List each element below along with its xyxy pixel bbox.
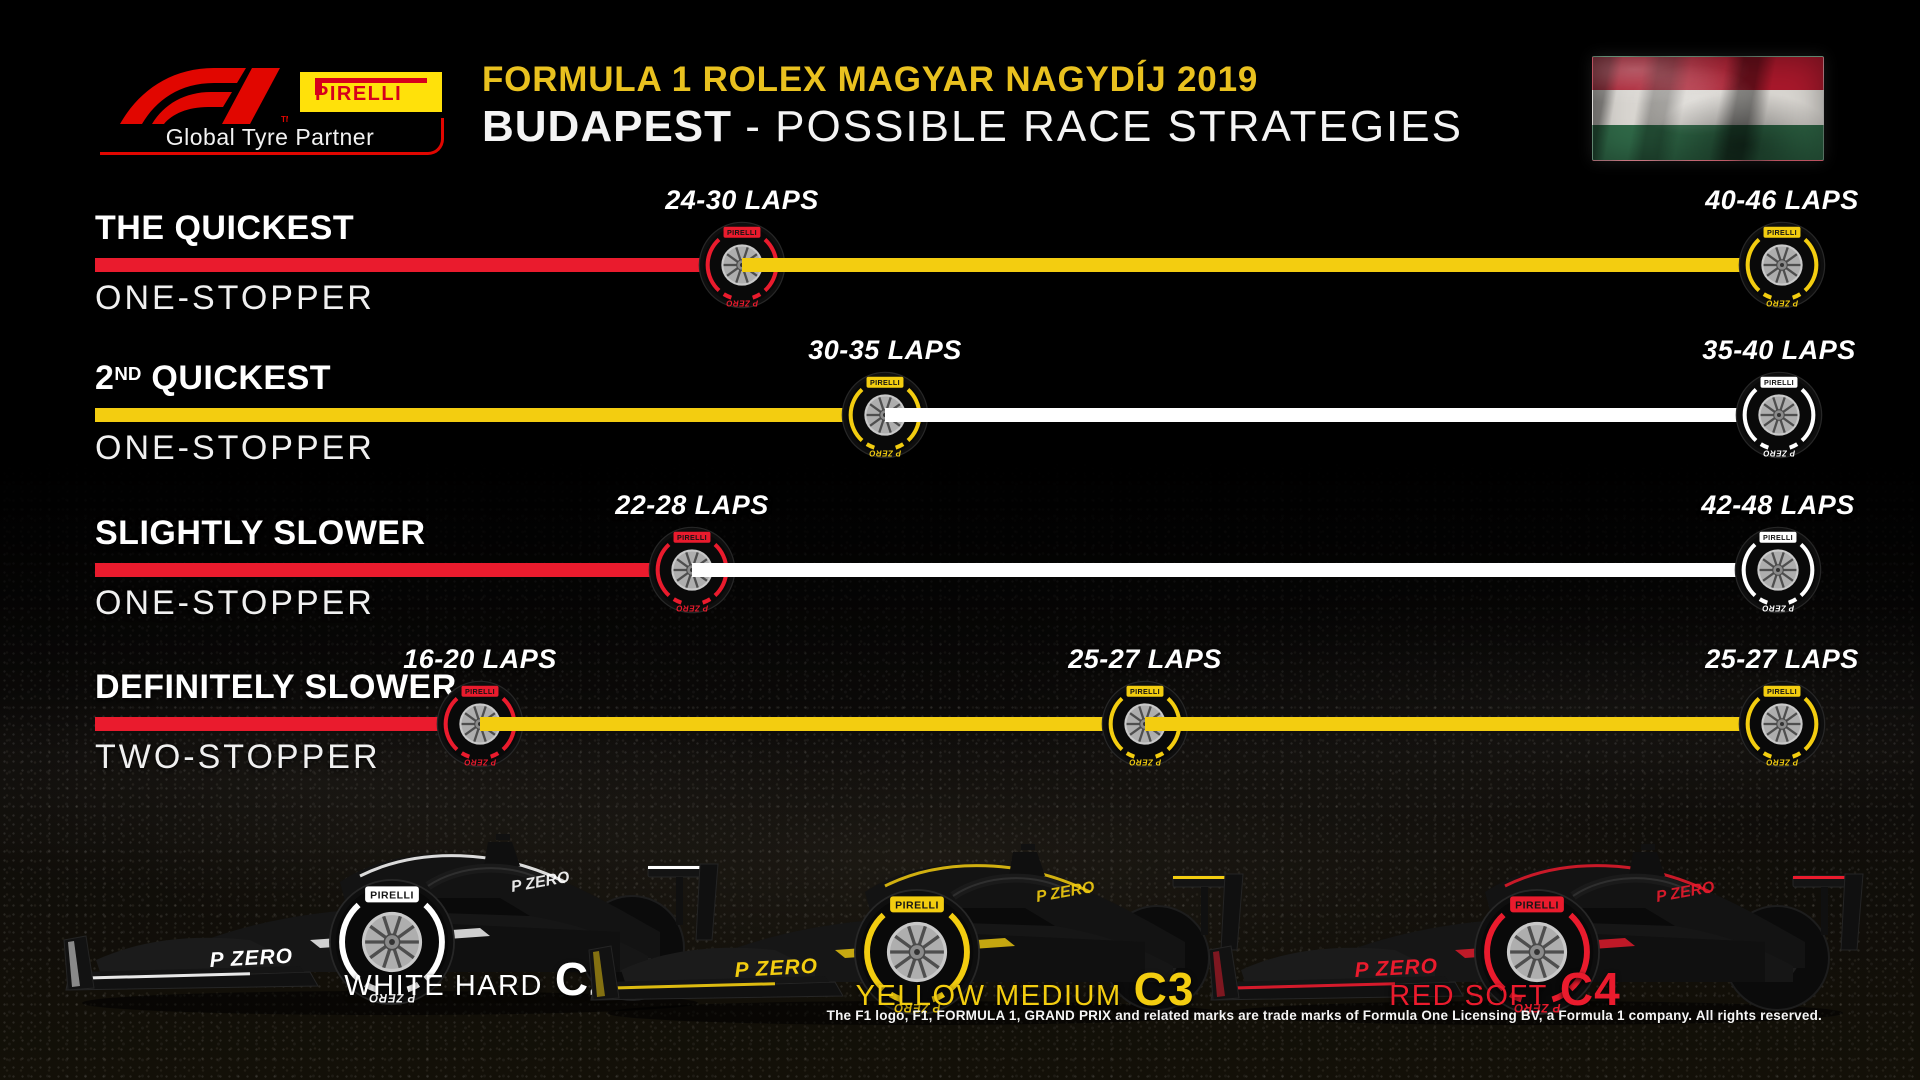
tyre-medium-icon: PIRELLI P ZERO	[1738, 221, 1826, 309]
svg-text:PIRELLI: PIRELLI	[870, 378, 900, 387]
svg-text:P ZERO: P ZERO	[726, 299, 759, 308]
global-tyre-partner-label: Global Tyre Partner	[165, 124, 375, 150]
svg-text:PIRELLI: PIRELLI	[465, 687, 495, 696]
svg-text:PIRELLI: PIRELLI	[1767, 228, 1797, 237]
laps-label: 40-46 LAPS	[1705, 185, 1859, 215]
compound-name: YELLOW MEDIUM	[855, 980, 1122, 1012]
tyre-medium: PIRELLI P ZERO	[1738, 680, 1826, 768]
compound-name: WHITE HARD	[344, 970, 543, 1002]
svg-text:P ZERO: P ZERO	[676, 604, 709, 613]
compound-code: C3	[1133, 963, 1195, 1015]
f1-car-c3: P ZERO P ZERO PIRELLI P ZERO	[585, 800, 1245, 1035]
hungary-flag	[1592, 56, 1824, 161]
svg-text:PIRELLI: PIRELLI	[1763, 533, 1793, 542]
row-sublabel: ONE-STOPPER	[95, 279, 375, 317]
svg-text:P ZERO: P ZERO	[1762, 604, 1795, 613]
svg-text:PIRELLI: PIRELLI	[895, 900, 939, 911]
svg-text:P ZERO: P ZERO	[1763, 449, 1796, 458]
tyre-hard-icon: PIRELLI P ZERO	[1735, 371, 1823, 459]
row-label-superscript: ND	[114, 363, 142, 384]
tyre-hard: PIRELLI P ZERO	[1734, 526, 1822, 614]
f1-car-c4: P ZERO P ZERO PIRELLI P ZERO	[1205, 800, 1865, 1035]
svg-text:P ZERO: P ZERO	[893, 1001, 940, 1013]
svg-text:PIRELLI: PIRELLI	[727, 228, 757, 237]
svg-text:PIRELLI: PIRELLI	[370, 890, 414, 901]
compound-legend-c2: WHITE HARD C2	[200, 952, 760, 1006]
pirelli-logo-p-bar	[315, 78, 427, 83]
svg-text:PIRELLI: PIRELLI	[1515, 900, 1559, 911]
tyre-hard: PIRELLI P ZERO	[1735, 371, 1823, 459]
row-label: THE QUICKEST	[95, 209, 355, 247]
row-sublabel: TWO-STOPPER	[95, 738, 381, 776]
stint-bar-hard	[885, 408, 1779, 422]
laps-label: 35-40 LAPS	[1702, 335, 1856, 365]
svg-text:P ZERO: P ZERO	[1513, 1001, 1560, 1013]
tyre-medium: PIRELLI P ZERO	[1738, 221, 1826, 309]
tyre-medium-icon: PIRELLI P ZERO	[1738, 680, 1826, 768]
laps-label: 24-30 LAPS	[665, 185, 819, 215]
stint-bar-medium	[480, 717, 1145, 731]
pirelli-logo-wordmark: PIRELLI	[315, 83, 403, 105]
f1-car-illustration: P ZERO P ZERO PIRELLI P ZERO	[1208, 844, 1864, 1025]
event-title: FORMULA 1 ROLEX MAGYAR NAGYDÍJ 2019	[482, 60, 1259, 99]
page-title: BUDAPEST - POSSIBLE RACE STRATEGIES	[482, 102, 1463, 152]
laps-label: 25-27 LAPS	[1068, 644, 1222, 674]
stint-bar-medium	[742, 258, 1782, 272]
row-sublabel: ONE-STOPPER	[95, 584, 375, 622]
svg-text:P ZERO: P ZERO	[1766, 758, 1799, 767]
compound-name: RED SOFT	[1389, 980, 1548, 1012]
svg-text:PIRELLI: PIRELLI	[1764, 378, 1794, 387]
row-label: 2ND QUICKEST	[95, 359, 332, 397]
svg-text:P ZERO: P ZERO	[1129, 758, 1162, 767]
stint-bar-soft	[95, 563, 692, 577]
red-divider-rule	[100, 118, 444, 155]
row-sublabel: ONE-STOPPER	[95, 429, 375, 467]
stint-bar-medium	[1145, 717, 1782, 731]
stint-bar-soft	[95, 717, 480, 731]
compound-code: C4	[1559, 963, 1621, 1015]
compound-legend-c3: YELLOW MEDIUM C3	[745, 962, 1305, 1016]
laps-label: 16-20 LAPS	[403, 644, 557, 674]
svg-text:TM: TM	[281, 115, 288, 124]
stint-bar-soft	[95, 258, 742, 272]
f1-logo-graphic: TM	[120, 68, 293, 124]
tyre-hard-icon: PIRELLI P ZERO	[1734, 526, 1822, 614]
trademark-disclaimer: The F1 logo, F1, FORMULA 1, GRAND PRIX a…	[826, 1008, 1822, 1023]
svg-text:P ZERO: P ZERO	[869, 449, 902, 458]
f1-logo: TM	[118, 62, 293, 126]
svg-text:P ZERO: P ZERO	[464, 758, 497, 767]
pirelli-logo-p-stem	[315, 78, 322, 95]
svg-text:PIRELLI: PIRELLI	[1130, 687, 1160, 696]
page-title-separator: -	[745, 102, 762, 151]
stint-bar-medium	[95, 408, 885, 422]
laps-label: 30-35 LAPS	[808, 335, 962, 365]
page-title-rest: POSSIBLE RACE STRATEGIES	[775, 102, 1463, 151]
laps-label: 25-27 LAPS	[1705, 644, 1859, 674]
row-label: DEFINITELY SLOWER	[95, 668, 457, 706]
svg-text:PIRELLI: PIRELLI	[1767, 687, 1797, 696]
svg-text:P ZERO: P ZERO	[1766, 299, 1799, 308]
row-label: SLIGHTLY SLOWER	[95, 514, 426, 552]
pirelli-logo: PIRELLI	[300, 72, 442, 112]
svg-text:PIRELLI: PIRELLI	[677, 533, 707, 542]
laps-label: 42-48 LAPS	[1701, 490, 1855, 520]
stint-bar-hard	[692, 563, 1778, 577]
f1-car-illustration: P ZERO P ZERO PIRELLI P ZERO	[588, 844, 1244, 1025]
svg-text:P ZERO: P ZERO	[368, 991, 415, 1003]
laps-label: 22-28 LAPS	[615, 490, 769, 520]
compound-legend-c4: RED SOFT C4	[1225, 962, 1785, 1016]
page-title-city: BUDAPEST	[482, 102, 733, 151]
